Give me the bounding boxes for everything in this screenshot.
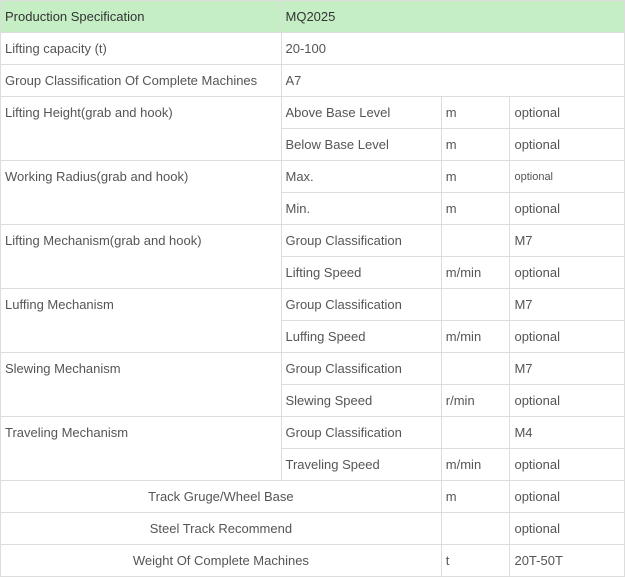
- unit-cell: [441, 353, 510, 385]
- value-cell: optional: [510, 385, 625, 417]
- value-cell: optional: [510, 129, 625, 161]
- group-label: Luffing Mechanism: [1, 289, 282, 353]
- table-row: Traveling MechanismGroup ClassificationM…: [1, 417, 625, 449]
- value-cell: optional: [510, 321, 625, 353]
- sub-label: Max.: [281, 161, 441, 193]
- unit-cell: m: [441, 129, 510, 161]
- header-value: MQ2025: [281, 1, 625, 33]
- header-row: Production SpecificationMQ2025: [1, 1, 625, 33]
- row-value: 20-100: [281, 33, 625, 65]
- sub-label: Group Classification: [281, 417, 441, 449]
- spec-table-body: Production SpecificationMQ2025Lifting ca…: [1, 1, 625, 577]
- value-cell: optional: [510, 513, 625, 545]
- unit-cell: [441, 289, 510, 321]
- table-row: Working Radius(grab and hook)Max.moption…: [1, 161, 625, 193]
- value-cell: optional: [510, 481, 625, 513]
- value-cell: optional: [510, 161, 625, 193]
- unit-cell: [441, 225, 510, 257]
- value-cell: optional: [510, 257, 625, 289]
- row-label: Track Gruge/Wheel Base: [1, 481, 442, 513]
- unit-cell: m: [441, 193, 510, 225]
- group-label: Lifting Mechanism(grab and hook): [1, 225, 282, 289]
- sub-label: Luffing Speed: [281, 321, 441, 353]
- sub-label: Above Base Level: [281, 97, 441, 129]
- sub-label: Slewing Speed: [281, 385, 441, 417]
- group-label: Lifting Height(grab and hook): [1, 97, 282, 161]
- unit-cell: t: [441, 545, 510, 577]
- group-label: Traveling Mechanism: [1, 417, 282, 481]
- table-row: Lifting capacity (t)20-100: [1, 33, 625, 65]
- row-label: Lifting capacity (t): [1, 33, 282, 65]
- sub-label: Min.: [281, 193, 441, 225]
- value-cell: M7: [510, 353, 625, 385]
- unit-cell: m: [441, 481, 510, 513]
- row-label: Steel Track Recommend: [1, 513, 442, 545]
- unit-cell: m: [441, 97, 510, 129]
- sub-label: Group Classification: [281, 225, 441, 257]
- unit-cell: [441, 417, 510, 449]
- sub-label: Traveling Speed: [281, 449, 441, 481]
- sub-label: Group Classification: [281, 353, 441, 385]
- header-label: Production Specification: [1, 1, 282, 33]
- table-row: Lifting Height(grab and hook)Above Base …: [1, 97, 625, 129]
- table-row: Slewing MechanismGroup ClassificationM7: [1, 353, 625, 385]
- value-cell: M4: [510, 417, 625, 449]
- row-label: Group Classification Of Complete Machine…: [1, 65, 282, 97]
- table-row: Steel Track Recommend optional: [1, 513, 625, 545]
- value-cell: M7: [510, 289, 625, 321]
- unit-cell: m/min: [441, 321, 510, 353]
- unit-cell: m/min: [441, 449, 510, 481]
- table-row: Track Gruge/Wheel Basemoptional: [1, 481, 625, 513]
- unit-cell: [441, 513, 510, 545]
- sub-label: Lifting Speed: [281, 257, 441, 289]
- group-label: Slewing Mechanism: [1, 353, 282, 417]
- table-row: Lifting Mechanism(grab and hook)Group Cl…: [1, 225, 625, 257]
- unit-cell: m/min: [441, 257, 510, 289]
- unit-cell: r/min: [441, 385, 510, 417]
- value-cell: 20T-50T: [510, 545, 625, 577]
- table-row: Weight Of Complete Machinest20T-50T: [1, 545, 625, 577]
- sub-label: Below Base Level: [281, 129, 441, 161]
- row-value: A7: [281, 65, 625, 97]
- sub-label: Group Classification: [281, 289, 441, 321]
- group-label: Working Radius(grab and hook): [1, 161, 282, 225]
- table-row: Luffing MechanismGroup ClassificationM7: [1, 289, 625, 321]
- unit-cell: m: [441, 161, 510, 193]
- value-cell: M7: [510, 225, 625, 257]
- value-cell: optional: [510, 449, 625, 481]
- spec-table: Production SpecificationMQ2025Lifting ca…: [0, 0, 625, 577]
- value-cell: optional: [510, 193, 625, 225]
- value-cell: optional: [510, 97, 625, 129]
- row-label: Weight Of Complete Machines: [1, 545, 442, 577]
- table-row: Group Classification Of Complete Machine…: [1, 65, 625, 97]
